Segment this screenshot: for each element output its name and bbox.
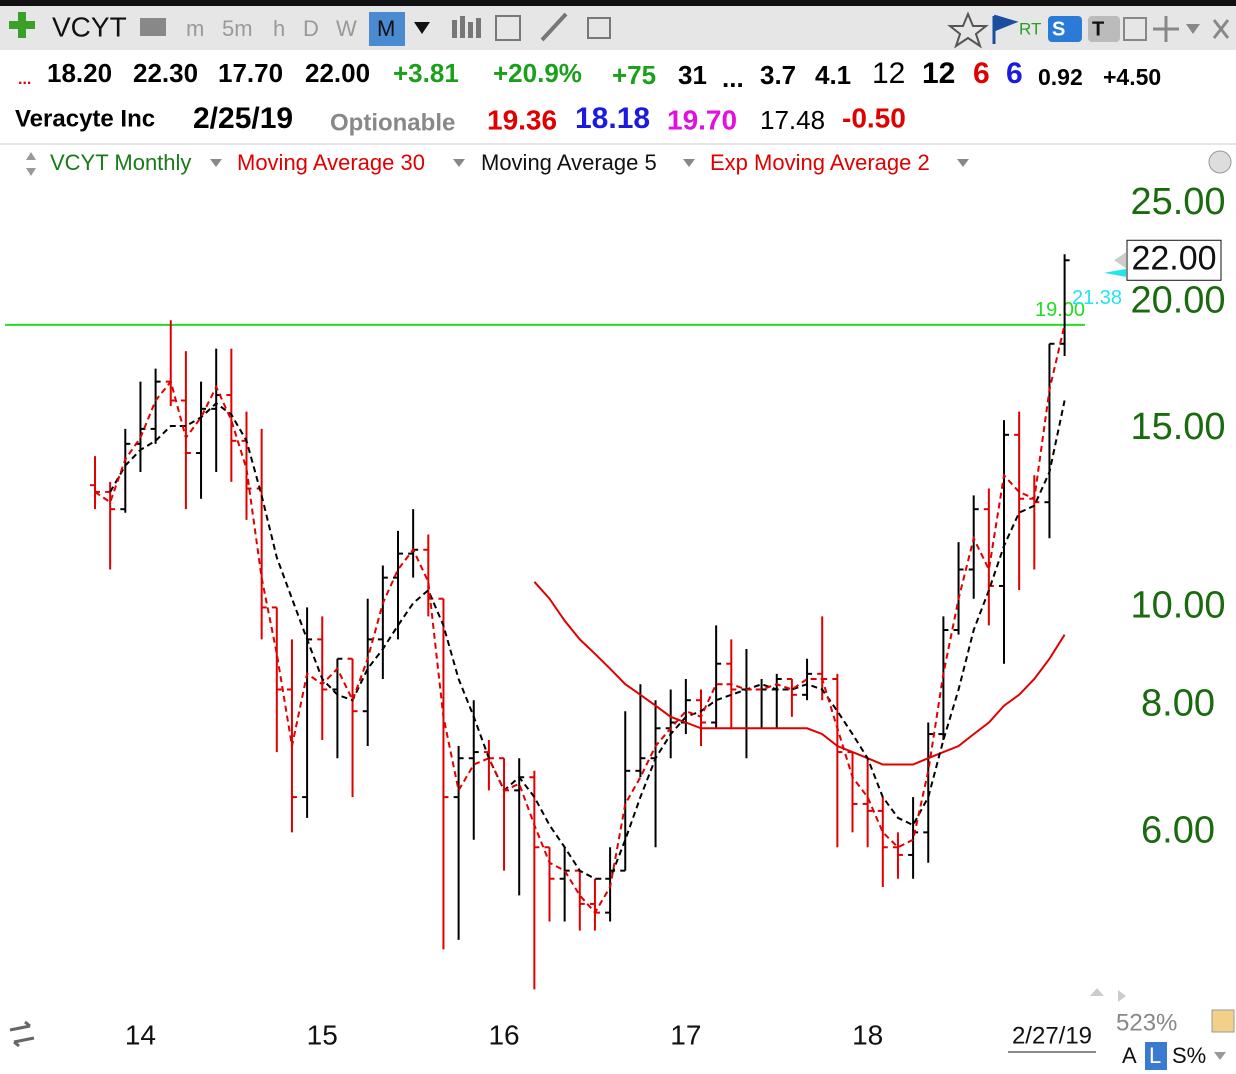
- timeframe[interactable]: D: [303, 16, 319, 41]
- scroll-up[interactable]: [1090, 988, 1104, 996]
- refresh-icon[interactable]: [9, 1020, 35, 1048]
- y-tick-label: 6.00: [1141, 809, 1215, 851]
- quote-field: 3.7: [760, 60, 796, 90]
- quote-field: 12: [872, 57, 905, 90]
- info-field: 18.18: [575, 102, 650, 135]
- quote-field: +20.9%: [493, 58, 582, 88]
- quote-field: 6: [973, 57, 990, 90]
- legend-entry[interactable]: Exp Moving Average 2: [710, 150, 930, 175]
- symbol[interactable]: VCYT: [52, 11, 127, 42]
- quote-field: +3.81: [393, 58, 459, 88]
- scale-l-bg: [1145, 1042, 1167, 1070]
- quote-field: +75: [612, 60, 656, 90]
- move-icon[interactable]: [1153, 16, 1179, 42]
- timeframe-selected: [369, 12, 405, 46]
- info-field: 17.48: [760, 105, 825, 135]
- quote-field: 22.30: [133, 58, 198, 88]
- toolbar: [0, 0, 1236, 50]
- x-tick-label: 18: [852, 1019, 883, 1050]
- company-name: Veracyte Inc: [15, 105, 155, 132]
- t-label: T: [1092, 18, 1104, 40]
- legend-icon: [26, 152, 36, 176]
- toolbar-icons: [452, 12, 611, 42]
- close-icon[interactable]: [1212, 19, 1230, 39]
- s-button[interactable]: [1048, 16, 1082, 42]
- dropdown[interactable]: [683, 159, 695, 167]
- quote-field: 17.70: [218, 58, 283, 88]
- y-tick-label: 8.00: [1141, 683, 1215, 725]
- timeframe[interactable]: h: [273, 16, 285, 41]
- quote-field: 6: [1006, 57, 1023, 90]
- y-tick-label: 10.00: [1130, 584, 1225, 626]
- x-tick-label: 14: [125, 1019, 156, 1050]
- last-price-label: 22.00: [1131, 239, 1216, 277]
- alert-marker: [1104, 268, 1126, 277]
- dropdown[interactable]: [414, 22, 430, 34]
- dropdown[interactable]: [1214, 1052, 1226, 1060]
- timeframe[interactable]: 5m: [222, 16, 253, 41]
- series-line: [94, 324, 1066, 915]
- quote-field: 18.20: [47, 58, 112, 88]
- timeframe[interactable]: m: [186, 16, 204, 41]
- x-tick-label: 17: [670, 1019, 701, 1050]
- t-button[interactable]: [1088, 16, 1120, 42]
- quote-field: 22.00: [305, 58, 370, 88]
- palette-icon[interactable]: [1208, 150, 1232, 174]
- quote-field: ...: [18, 71, 31, 88]
- quote-field: 12: [922, 57, 955, 90]
- optionable: Optionable: [330, 109, 455, 136]
- rt-label[interactable]: RT: [1019, 19, 1041, 38]
- timeframe[interactable]: M: [377, 16, 395, 41]
- info-field: -0.50: [842, 102, 906, 133]
- legend-entry[interactable]: VCYT Monthly: [50, 150, 191, 175]
- timeframe[interactable]: W: [336, 16, 357, 41]
- scroll-right[interactable]: [1118, 990, 1126, 1002]
- dropdown[interactable]: [210, 159, 222, 167]
- date-label: 2/27/19: [1012, 1022, 1092, 1049]
- quote-field: 4.1: [815, 60, 851, 90]
- y-tick-label: 15.00: [1130, 406, 1225, 448]
- icon[interactable]: [140, 18, 166, 36]
- quote-field: 31: [678, 60, 707, 90]
- zoom: 523%: [1116, 1009, 1177, 1036]
- quote-field: +4.50: [1103, 64, 1161, 90]
- last-price-pointer: [1114, 252, 1126, 269]
- last-price-box: [1126, 239, 1222, 281]
- info-field: 19.70: [667, 104, 737, 135]
- add-icon[interactable]: [9, 12, 35, 38]
- s-label: S: [1052, 18, 1065, 40]
- dropdown[interactable]: [453, 159, 465, 167]
- legend: VCYT Monthly Moving Average 30 Moving Av…: [26, 150, 1232, 176]
- dropdown[interactable]: [957, 159, 969, 167]
- ruler-icon[interactable]: [1211, 1009, 1235, 1033]
- legend-entry[interactable]: Moving Average 5: [481, 150, 657, 175]
- info-row: Veracyte Inc 2/25/19 Optionable 19.36 18…: [15, 102, 906, 136]
- top-edge: [0, 0, 1236, 6]
- x-tick-label: 16: [488, 1019, 519, 1050]
- legend-entry[interactable]: Moving Average 30: [237, 150, 425, 175]
- quote-row: ... 18.20 22.30 17.70 22.00 +3.81 +20.9%…: [18, 57, 1161, 93]
- info-field: 19.36: [487, 104, 557, 135]
- star-icon[interactable]: [947, 11, 989, 49]
- scale-s[interactable]: S%: [1172, 1043, 1206, 1068]
- hline-label: 19.00: [1035, 299, 1085, 321]
- dropdown[interactable]: [1186, 24, 1200, 34]
- plot-area: 6.00 8.00 10.00 15.00 20.00 25.00 14 15 16 17 18 19…: [5, 181, 1226, 1050]
- alert-label: 21.38: [1072, 287, 1122, 309]
- scale-l[interactable]: L: [1149, 1043, 1161, 1068]
- y-tick-label: 25.00: [1130, 181, 1225, 223]
- scale-a[interactable]: A: [1122, 1043, 1137, 1068]
- y-tick-label: 20.00: [1130, 279, 1225, 321]
- save-icon[interactable]: [1123, 17, 1147, 41]
- series-line: [533, 581, 1066, 766]
- date: 2/25/19: [193, 102, 293, 135]
- quote-field: ...: [722, 63, 744, 93]
- quote-field: 0.92: [1038, 64, 1083, 90]
- x-tick-label: 15: [307, 1019, 338, 1050]
- series-line: [109, 400, 1066, 880]
- flag-icon[interactable]: [992, 14, 1019, 44]
